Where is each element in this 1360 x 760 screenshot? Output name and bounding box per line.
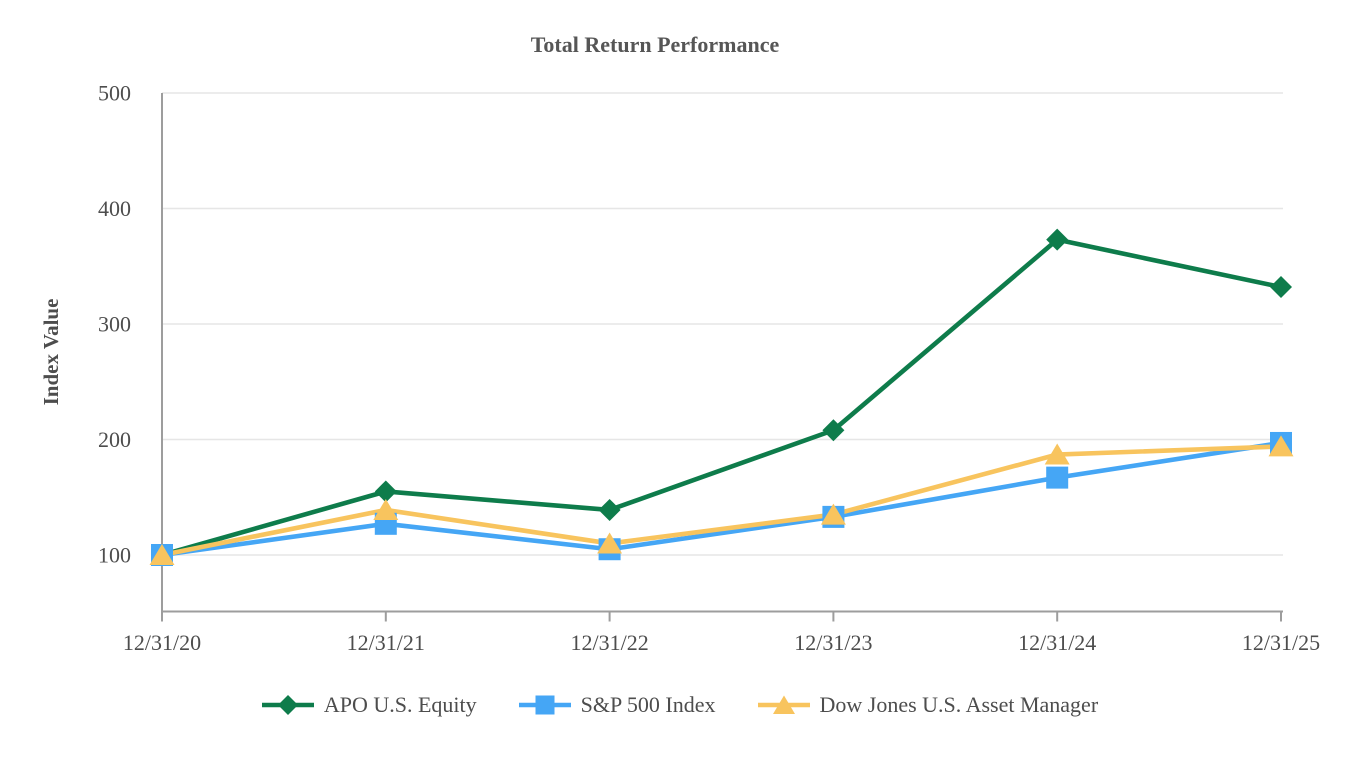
data-point-apo-u-s-equity-4 <box>1046 228 1069 251</box>
legend-marker-square-icon <box>518 695 571 715</box>
legend-label-dow-jones-u-s-asset-manager: Dow Jones U.S. Asset Manager <box>819 692 1099 717</box>
legend-label-apo-u-s-equity: APO U.S. Equity <box>323 692 477 717</box>
x-tick-label-0: 12/31/20 <box>123 630 201 655</box>
series-line-apo-u-s-equity <box>159 237 1284 558</box>
data-point-dow-jones-u-s-asset-manager-1 <box>373 498 399 520</box>
data-point-apo-u-s-equity-2 <box>598 498 621 521</box>
x-tick-label-3: 12/31/23 <box>794 630 872 655</box>
data-point-dow-jones-u-s-asset-manager-2 <box>597 532 623 554</box>
data-point-apo-u-s-equity-1 <box>374 480 397 503</box>
chart-legend: APO U.S. Equity S&P 500 Index Dow Jones U.… <box>0 691 1360 719</box>
chart-title: Total Return Performance <box>531 32 780 57</box>
y-tick-label-400: 400 <box>98 196 131 221</box>
series-markers-apo-u-s-equity <box>151 228 1292 566</box>
y-tick-label-500: 500 <box>98 81 131 106</box>
series <box>149 228 1294 566</box>
series-markers-dow-jones-u-s-asset-manager <box>149 435 1294 565</box>
legend-item-dow-jones-u-s-asset-manager: Dow Jones U.S. Asset Manager <box>757 691 1099 719</box>
x-tick-label-1: 12/31/21 <box>347 630 425 655</box>
y-tick-label-100: 100 <box>98 543 131 568</box>
legend-item-s-p-500-index: S&P 500 Index <box>518 691 716 719</box>
y-axis-title: Index Value <box>39 299 63 406</box>
legend-marker-diamond-icon <box>261 695 314 715</box>
y-tick-label-200: 200 <box>98 427 131 452</box>
legend-label-s-p-500-index: S&P 500 Index <box>580 692 716 717</box>
data-point-dow-jones-u-s-asset-manager-3 <box>820 503 846 525</box>
y-tick-label-300: 300 <box>98 312 131 337</box>
legend-item-apo-u-s-equity: APO U.S. Equity <box>261 691 477 719</box>
legend-marker-triangle-icon <box>757 695 810 714</box>
series-line-dow-jones-u-s-asset-manager <box>159 444 1284 558</box>
series-line-s-p-500-index <box>159 440 1284 558</box>
data-point-dow-jones-u-s-asset-manager-5 <box>1268 435 1294 457</box>
gridlines <box>162 92 1283 556</box>
total-return-performance-chart: Total Return Performance Index Value 100… <box>39 32 1320 656</box>
data-point-s-p-500-index-4 <box>1046 466 1069 489</box>
x-tick-label-5: 12/31/25 <box>1242 630 1320 655</box>
axes <box>161 93 1283 622</box>
data-point-apo-u-s-equity-3 <box>822 419 845 442</box>
x-tick-label-2: 12/31/22 <box>570 630 648 655</box>
x-tick-label-4: 12/31/24 <box>1018 630 1096 655</box>
axis-labels: 100 200 300 400 500 12/31/20 12/31/21 12/31/22 1… <box>98 81 1320 656</box>
data-point-dow-jones-u-s-asset-manager-4 <box>1044 443 1070 465</box>
data-point-apo-u-s-equity-5 <box>1270 276 1292 299</box>
data-point-dow-jones-u-s-asset-manager-0 <box>149 544 175 565</box>
